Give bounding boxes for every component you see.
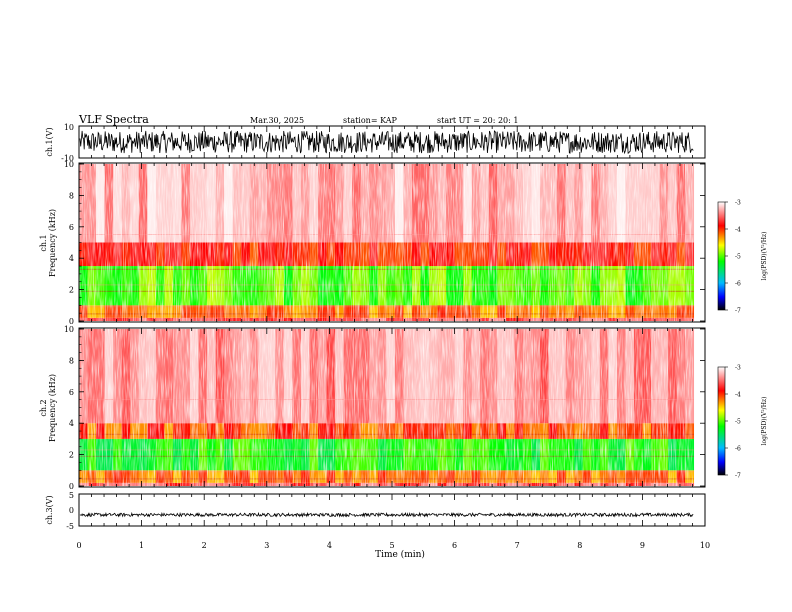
time-tick-label-4: 4 (327, 541, 332, 550)
ch1-colorbar-ticks: -3 -4 -5 -6 -7 (725, 200, 741, 315)
ch2-colorbar-tick-label-4: -7 (735, 473, 741, 480)
ch3-waveform-ytick-top: 5 (69, 491, 74, 500)
ch2-spec-ytick-label-1: 2 (69, 451, 74, 460)
ch2-spectrogram-ylabel: Frequency (kHz) (48, 374, 57, 442)
time-tick-label-1: 1 (139, 541, 144, 550)
ch1-colorbar: -3 -4 -5 -6 -7 log(PSD)(V²/Hz) (717, 200, 768, 315)
time-tick-label-7: 7 (515, 541, 520, 550)
time-tick-label-8: 8 (577, 541, 582, 550)
ch1-spectrogram-yticks: 0 2 4 6 8 10 (64, 160, 705, 326)
ch1-spectrogram-ylabel-channel: ch.1 (39, 234, 48, 251)
ch2-spec-ytick-label-0: 0 (69, 482, 74, 491)
time-tick-label-6: 6 (452, 541, 457, 550)
time-tick-label-3: 3 (264, 541, 269, 550)
ch1-waveform-ylabel: ch.1(V) (45, 127, 54, 156)
ch1-spec-ytick-label-1: 2 (69, 286, 74, 295)
date-label: Mar.30, 2025 (250, 116, 304, 125)
ch2-spec-ytick-label-2: 4 (69, 419, 74, 428)
ch1-colorbar-tick-label-3: -6 (735, 281, 741, 288)
ch2-colorbar-tick-label-0: -3 (735, 365, 741, 372)
ch1-spec-ytick-label-2: 4 (69, 254, 74, 263)
figure-title: VLF Spectra (78, 113, 149, 126)
ch3-waveform-panel: 5 0 -5 ch.3(V) 0 1 2 3 4 5 6 7 8 9 10 Time (min) (45, 491, 710, 560)
station-label: station= KAP (343, 116, 398, 125)
ch2-colorbar-tick-label-2: -5 (735, 419, 741, 426)
ch2-spectrogram-ylabel-channel: ch.2 (39, 399, 48, 416)
ch1-waveform-ytick-top: 10 (64, 123, 74, 132)
ch1-spec-ytick-label-5: 10 (64, 160, 74, 169)
ch3-waveform-xticks (78, 494, 706, 526)
ch1-colorbar-label: log(PSD)(V²/Hz) (761, 232, 768, 281)
ch1-spectrogram-xticks (78, 163, 706, 322)
ch1-colorbar-tick-label-0: -3 (735, 200, 741, 207)
ch1-spectrogram-panel: 0 2 4 6 8 10 ch.1 Frequency (kHz) (39, 160, 706, 326)
ch2-colorbar-label: log(PSD)(V²/Hz) (761, 397, 768, 446)
ch1-spec-ytick-label-0: 0 (69, 317, 74, 326)
ch2-spectrogram-xticks (78, 328, 706, 487)
ch2-spec-ytick-label-5: 10 (64, 325, 74, 334)
ch1-waveform-panel: 10 -10 ch.1(V) (45, 123, 706, 163)
ch1-colorbar-tick-label-2: -5 (735, 254, 741, 261)
ch3-waveform-ytick-mid: 0 (69, 506, 74, 515)
ch1-spec-ytick-label-4: 8 (69, 191, 74, 200)
ch2-colorbar-tick-label-1: -4 (735, 392, 741, 399)
ch2-spec-ytick-label-3: 6 (69, 388, 74, 397)
ch2-colorbar: -3 -4 -5 -6 -7 log(PSD)(V²/Hz) (717, 365, 768, 480)
ch1-colorbar-tick-label-4: -7 (735, 308, 741, 315)
ch1-spectrogram-noise (79, 164, 693, 321)
ch2-spectrogram-panel: 0 2 4 6 8 10 ch.2 Frequency (kHz) (39, 325, 706, 491)
ch2-spectrogram-yticks: 0 2 4 6 8 10 (64, 325, 705, 491)
time-tick-label-10: 10 (700, 541, 710, 550)
time-axis-tick-labels: 0 1 2 3 4 5 6 7 8 9 10 (76, 541, 710, 550)
ch2-colorbar-tick-label-3: -6 (735, 446, 741, 453)
time-tick-label-5: 5 (389, 541, 394, 550)
ch2-colorbar-gradient (717, 366, 726, 476)
ch1-waveform-line (79, 130, 694, 155)
ch1-colorbar-tick-label-1: -4 (735, 227, 741, 234)
time-tick-label-2: 2 (202, 541, 207, 550)
ch2-colorbar-ticks: -3 -4 -5 -6 -7 (725, 365, 741, 480)
ch2-spec-ytick-label-4: 8 (69, 356, 74, 365)
start-time-label: start UT = 20: 20: 1 (437, 116, 518, 125)
time-tick-label-9: 9 (640, 541, 645, 550)
ch1-spec-ytick-label-3: 6 (69, 223, 74, 232)
ch3-waveform-ytick-bottom: -5 (66, 522, 74, 531)
time-tick-label-0: 0 (76, 541, 81, 550)
ch1-colorbar-gradient (717, 201, 726, 311)
ch1-waveform-ytick-bottom: -10 (61, 154, 74, 163)
time-axis-label: Time (min) (375, 549, 425, 560)
ch3-waveform-line (79, 511, 694, 518)
ch3-waveform-ylabel: ch.3(V) (45, 495, 54, 524)
ch1-waveform-xticks (78, 126, 706, 158)
ch2-spectrogram-noise (79, 329, 693, 486)
ch1-spectrogram-ylabel: Frequency (kHz) (48, 209, 57, 277)
